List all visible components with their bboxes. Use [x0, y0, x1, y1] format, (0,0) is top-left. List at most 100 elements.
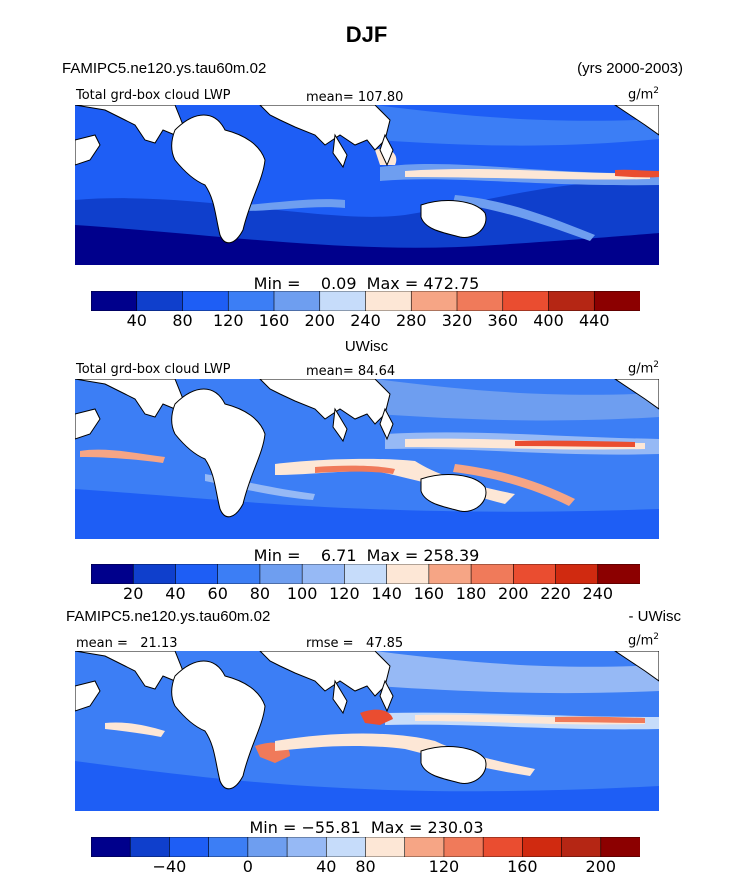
colorbar-box: [169, 837, 210, 857]
colorbar-tick-label: 120: [428, 857, 460, 876]
panel1-units-sup: 2: [653, 86, 659, 96]
colorbar-tick-label: 320: [441, 311, 473, 330]
colorbar-box: [182, 291, 230, 311]
colorbar-tick-label: 80: [355, 857, 376, 876]
colorbar-box: [344, 564, 388, 584]
colorbar-box: [91, 291, 138, 311]
colorbar-box: [482, 837, 524, 857]
panel2-stats: Min = 6.71 Max = 258.39: [253, 546, 480, 565]
panel1-colorbar-ticks: 40 80 120 160 200 240 280 320 360 400 440: [91, 311, 640, 333]
colorbar-tick-label: 100: [286, 584, 318, 603]
panel2-map: [75, 379, 659, 539]
colorbar-box: [386, 564, 430, 584]
colorbar-box: [247, 837, 288, 857]
panel3-stats: Min = −55.81 Max = 230.03: [249, 818, 484, 837]
colorbar-tick-label: 160: [507, 857, 538, 876]
colorbar-box: [273, 291, 321, 311]
colorbar-box: [456, 291, 504, 311]
colorbar-box: [129, 837, 171, 857]
colorbar-tick-label: 200: [304, 311, 336, 330]
colorbar-tick-label: 20: [123, 584, 144, 603]
colorbar-tick-label: 80: [249, 584, 271, 603]
panel3-map-frame: [75, 651, 659, 811]
colorbar-box: [132, 564, 177, 584]
colorbar-tick-label: 440: [578, 311, 610, 330]
colorbar-box: [319, 291, 367, 311]
colorbar-box: [561, 837, 602, 857]
colorbar-tick-label: 40: [316, 857, 337, 876]
panel1-colorbar-svg: [91, 291, 640, 311]
colorbar-tick-label: 40: [165, 584, 186, 603]
colorbar-box: [91, 837, 132, 857]
colorbar-tick-label: 180: [455, 584, 487, 603]
panel1-title: Total grd-box cloud LWP: [76, 88, 231, 103]
panel2-mean: mean= 84.64: [306, 364, 396, 379]
panel2-colorbar: [91, 564, 640, 584]
colorbar-box: [593, 291, 640, 311]
colorbar-box: [428, 564, 472, 584]
colorbar-tick-label: 200: [585, 857, 617, 876]
colorbar-box: [325, 837, 367, 857]
colorbar-box: [175, 564, 219, 584]
colorbar-box: [470, 564, 515, 584]
colorbar-box: [136, 291, 184, 311]
colorbar-box: [443, 837, 484, 857]
diff-obs-label: - UWisc: [628, 608, 682, 625]
colorbar-tick-label: 400: [533, 311, 564, 330]
colorbar-tick-label: 80: [172, 311, 193, 330]
panel1-map-frame: [75, 105, 659, 265]
panel3-units-base: g/m: [627, 633, 654, 649]
panel1-stats: Min = 0.09 Max = 472.75: [253, 274, 480, 293]
panel3-mean: mean = 21.13: [76, 636, 178, 651]
colorbar-tick-label: 120: [212, 311, 244, 330]
map-land: [75, 651, 659, 790]
panel1-mean: mean= 107.80: [306, 90, 404, 105]
panel3-colorbar-svg: [91, 837, 640, 857]
colorbar-tick-label: 280: [395, 311, 427, 330]
panel3-rmse: rmse = 47.85: [306, 636, 404, 651]
colorbar-box: [365, 837, 406, 857]
colorbar-box: [365, 291, 413, 311]
colorbar-tick-label: 60: [207, 584, 228, 603]
case-name: FAMIPC5.ne120.ys.tau60m.02: [62, 60, 267, 77]
panel3-units-sup: 2: [653, 632, 659, 642]
colorbar-box: [404, 837, 445, 857]
colorbar-box: [502, 291, 550, 311]
colorbar-tick-label: 360: [487, 311, 519, 330]
map-land: [75, 105, 659, 244]
colorbar-tick-label: 240: [582, 584, 614, 603]
colorbar-box: [597, 564, 640, 584]
panel1-map: [75, 105, 659, 265]
colorbar-tick-label: 240: [350, 311, 381, 330]
panel2-colorbar-ticks: 20 40 60 80 100 120 140 160 180 200 220 240: [91, 584, 640, 606]
colorbar-tick-label: 220: [540, 584, 571, 603]
colorbar-box: [513, 564, 557, 584]
colorbar-box: [286, 837, 328, 857]
colorbar-tick-label: 160: [413, 584, 445, 603]
colorbar-tick-label: −40: [152, 857, 187, 876]
panel3-map: [75, 651, 659, 811]
colorbar-box: [259, 564, 303, 584]
years-label: (yrs 2000-2003): [577, 60, 683, 77]
colorbar-tick-label: 0: [242, 857, 253, 876]
panel2-heading: UWisc: [344, 338, 389, 355]
panel1-units-base: g/m: [627, 87, 654, 103]
panel1-units: g/m2: [628, 86, 659, 102]
panel3-colorbar: [91, 837, 640, 857]
colorbar-box: [555, 564, 599, 584]
panel2-units: g/m2: [628, 360, 659, 376]
panel2-title: Total grd-box cloud LWP: [76, 362, 231, 377]
colorbar-tick-label: 160: [258, 311, 290, 330]
map-land: [75, 379, 659, 518]
colorbar-box: [227, 291, 275, 311]
panel3-units: g/m2: [628, 632, 659, 648]
colorbar-box: [410, 291, 458, 311]
colorbar-box: [301, 564, 346, 584]
colorbar-tick-label: 200: [498, 584, 529, 603]
colorbar-box: [522, 837, 563, 857]
figure-title: DJF: [345, 22, 388, 47]
panel2-units-base: g/m: [627, 361, 654, 377]
colorbar-box: [548, 291, 596, 311]
panel1-colorbar: [91, 291, 640, 311]
colorbar-box: [217, 564, 261, 584]
